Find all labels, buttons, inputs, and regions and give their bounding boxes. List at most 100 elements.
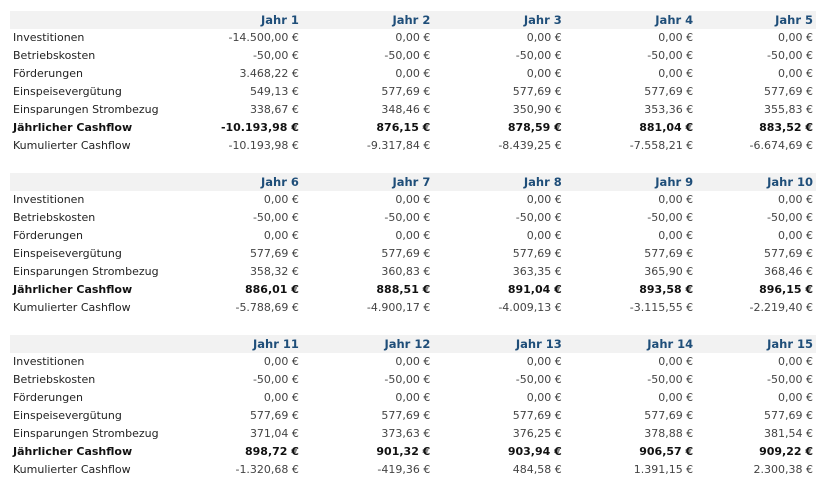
cell-value: 577,69 € <box>644 85 694 98</box>
year-header-row: Jahr 11 Jahr 12 Jahr 13 Jahr 14 Jahr 15 <box>10 335 816 353</box>
cell-value: -7.558,21 € <box>629 139 694 152</box>
cell-value: 881,04 € <box>639 121 694 134</box>
row-betriebskosten: Betriebskosten -50,00 € -50,00 € -50,00 … <box>10 371 816 389</box>
row-label: Förderungen <box>13 67 83 80</box>
year-header: Jahr 14 <box>647 337 694 351</box>
cell-value: 0,00 € <box>395 67 431 80</box>
cell-value: 0,00 € <box>778 31 813 44</box>
cell-value: 0,00 € <box>778 193 813 206</box>
cell-value: 484,58 € <box>512 463 562 476</box>
cell-value: 0,00 € <box>778 67 813 80</box>
row-investitionen: Investitionen 0,00 € 0,00 € 0,00 € 0,00 … <box>10 353 816 371</box>
row-betriebskosten: Betriebskosten -50,00 € -50,00 € -50,00 … <box>10 209 816 227</box>
cell-value: 893,58 € <box>639 283 694 296</box>
year-header: Jahr 11 <box>253 337 299 351</box>
row-label: Einspeisevergütung <box>13 247 122 260</box>
cell-value: -10.193,98 € <box>228 139 299 152</box>
cell-value: -3.115,55 € <box>629 301 694 314</box>
year-header: Jahr 9 <box>655 175 694 189</box>
cell-value: 0,00 € <box>526 391 562 404</box>
cell-value: 577,69 € <box>249 247 299 260</box>
cell-value: 0,00 € <box>395 31 431 44</box>
row-label: Jährlicher Cashflow <box>13 121 133 134</box>
row-label: Kumulierter Cashflow <box>13 463 131 476</box>
cell-value: -50,00 € <box>384 373 431 386</box>
row-einspeiseverguetung: Einspeisevergütung 577,69 € 577,69 € 577… <box>10 407 816 425</box>
cell-value: 898,72 € <box>244 445 299 458</box>
year-header: Jahr 1 <box>261 13 299 27</box>
cell-value: 3.468,22 € <box>239 67 299 80</box>
cell-value: 0,00 € <box>658 391 694 404</box>
row-betriebskosten: Betriebskosten -50,00 € -50,00 € -50,00 … <box>10 47 816 65</box>
cell-value: 577,69 € <box>512 247 562 260</box>
row-kumulierter-cashflow: Kumulierter Cashflow -5.788,69 € -4.900,… <box>10 299 816 317</box>
cell-value: 1.391,15 € <box>633 463 694 476</box>
cell-value: 0,00 € <box>658 31 694 44</box>
row-einsparungen-strombezug: Einsparungen Strombezug 358,32 € 360,83 … <box>10 263 816 281</box>
cell-value: 0,00 € <box>526 229 562 242</box>
cell-value: 883,52 € <box>759 121 813 134</box>
cell-value: 577,69 € <box>644 409 694 422</box>
cell-value: 378,88 € <box>644 427 694 440</box>
cell-value: 549,13 € <box>249 85 299 98</box>
cell-value: 878,59 € <box>507 121 562 134</box>
cashflow-table-years-6-10: Jahr 6 Jahr 7 Jahr 8 Jahr 9 Jahr 10 Inve… <box>10 173 816 317</box>
cell-value: 906,57 € <box>639 445 694 458</box>
year-header: Jahr 3 <box>523 13 562 27</box>
row-label: Betriebskosten <box>13 211 96 224</box>
cell-value: 577,69 € <box>381 409 431 422</box>
row-jaehrlicher-cashflow: Jährlicher Cashflow 886,01 € 888,51 € 89… <box>10 281 816 299</box>
year-header-row: Jahr 1 Jahr 2 Jahr 3 Jahr 4 Jahr 5 <box>10 11 816 29</box>
cell-value: 348,46 € <box>381 103 431 116</box>
row-label-header <box>10 335 171 353</box>
cell-value: 338,67 € <box>249 103 299 116</box>
cell-value: 896,15 € <box>759 283 813 296</box>
cell-value: 0,00 € <box>526 67 562 80</box>
cashflow-table-years-11-15: Jahr 11 Jahr 12 Jahr 13 Jahr 14 Jahr 15 … <box>10 335 816 479</box>
cell-value: 577,69 € <box>764 247 813 260</box>
cell-value: 365,90 € <box>644 265 694 278</box>
row-jaehrlicher-cashflow: Jährlicher Cashflow -10.193,98 € 876,15 … <box>10 119 816 137</box>
cell-value: 0,00 € <box>658 355 694 368</box>
cell-value: -50,00 € <box>767 211 813 224</box>
row-label: Betriebskosten <box>13 373 96 386</box>
cell-value: 886,01 € <box>244 283 299 296</box>
cell-value: -50,00 € <box>252 211 299 224</box>
cell-value: -50,00 € <box>515 211 562 224</box>
year-header: Jahr 10 <box>767 175 813 189</box>
cell-value: -9.317,84 € <box>366 139 431 152</box>
cell-value: -50,00 € <box>252 373 299 386</box>
year-header: Jahr 12 <box>384 337 431 351</box>
row-label: Förderungen <box>13 391 83 404</box>
row-label: Einsparungen Strombezug <box>13 265 159 278</box>
row-label: Betriebskosten <box>13 49 96 62</box>
cell-value: 2.300,38 € <box>753 463 813 476</box>
cell-value: 577,69 € <box>512 409 562 422</box>
row-einspeiseverguetung: Einspeisevergütung 577,69 € 577,69 € 577… <box>10 245 816 263</box>
cell-value: 0,00 € <box>263 391 299 404</box>
year-header: Jahr 5 <box>775 13 813 27</box>
cell-value: -50,00 € <box>647 211 694 224</box>
year-header: Jahr 8 <box>523 175 562 189</box>
year-header: Jahr 15 <box>767 337 813 351</box>
cell-value: 0,00 € <box>395 193 431 206</box>
row-label: Einspeisevergütung <box>13 85 122 98</box>
cell-value: 371,04 € <box>249 427 299 440</box>
cell-value: 0,00 € <box>395 391 431 404</box>
cell-value: 577,69 € <box>381 85 431 98</box>
cell-value: 0,00 € <box>263 355 299 368</box>
cell-value: 577,69 € <box>512 85 562 98</box>
row-label-header <box>10 11 171 29</box>
row-label: Förderungen <box>13 229 83 242</box>
cell-value: 0,00 € <box>395 355 431 368</box>
row-label: Kumulierter Cashflow <box>13 301 131 314</box>
row-kumulierter-cashflow: Kumulierter Cashflow -1.320,68 € -419,36… <box>10 461 816 479</box>
cell-value: -8.439,25 € <box>498 139 562 152</box>
row-label: Investitionen <box>13 31 85 44</box>
cell-value: -1.320,68 € <box>235 463 299 476</box>
row-einsparungen-strombezug: Einsparungen Strombezug 371,04 € 373,63 … <box>10 425 816 443</box>
year-header-row: Jahr 6 Jahr 7 Jahr 8 Jahr 9 Jahr 10 <box>10 173 816 191</box>
cell-value: 0,00 € <box>658 67 694 80</box>
cell-value: -419,36 € <box>377 463 431 476</box>
cell-value: 376,25 € <box>512 427 562 440</box>
